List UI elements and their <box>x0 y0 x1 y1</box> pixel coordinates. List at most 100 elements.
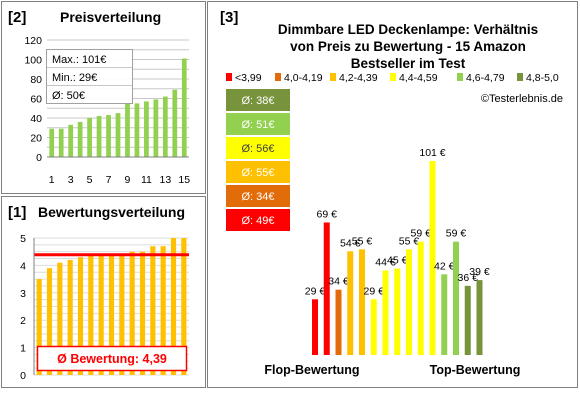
price-xtick-label: 1 <box>49 174 55 186</box>
main-bar-label: 55 € <box>352 235 373 247</box>
legend-swatch <box>275 73 281 81</box>
price-bar <box>96 116 102 157</box>
legend-label: 4,2-4,39 <box>339 72 378 84</box>
rating-bar <box>36 279 42 375</box>
main-bar <box>417 241 424 355</box>
main-panel-frame <box>207 1 578 388</box>
main-bar-label: 101 € <box>419 147 445 159</box>
price-stats-frame <box>46 49 133 104</box>
rating-bar <box>88 254 94 375</box>
group-avg-label: Ø: 51€ <box>241 119 274 131</box>
main-bar-label: 36 € <box>458 272 479 284</box>
rating-panel-title: Bewertungsverteilung <box>38 204 185 220</box>
legend-swatch <box>226 73 232 81</box>
rating-ytick-label: 3 <box>20 288 26 300</box>
price-ytick-label: 80 <box>30 74 42 86</box>
main-chart: 29 €69 €34 €54 €55 €29 €44 €45 €55 €59 €… <box>305 147 490 355</box>
group-averages: Ø: 38€ Ø: 51€ Ø: 56€ Ø: 55€ Ø: 34€ Ø: 49€ <box>226 89 290 231</box>
main-bar <box>464 285 471 355</box>
main-bar-label: 55 € <box>399 235 420 247</box>
group-avg-label: Ø: 55€ <box>241 167 274 179</box>
price-panel-frame <box>1 1 206 194</box>
rating-bar <box>150 246 156 375</box>
price-xtick-label: 5 <box>87 174 93 186</box>
rating-bar <box>77 257 84 375</box>
price-xtick-label: 15 <box>178 174 190 186</box>
main-title-line-2: von Preis zu Bewertung - 15 Amazon <box>290 39 526 54</box>
rating-bar <box>98 254 104 375</box>
price-xtick-label: 9 <box>125 174 131 186</box>
price-stats-box: Max.: 101€ Min.: 29€ Ø: 50€ <box>46 49 133 104</box>
main-bar-label: 29 € <box>305 285 326 297</box>
price-max: Max.: 101€ <box>52 54 106 66</box>
main-bar-label: 54 € <box>340 237 361 249</box>
price-xtick-label: 13 <box>159 174 171 186</box>
main-bar-label: 29 € <box>364 285 385 297</box>
legend-label: 4,0-4,19 <box>284 72 323 84</box>
price-avg: Ø: 50€ <box>52 90 85 102</box>
main-bar-label: 39 € <box>469 266 490 278</box>
price-bar <box>77 121 83 157</box>
main-title-line-1: Dimmbare LED Deckenlampe: Verhältnis <box>278 22 538 37</box>
main-bar <box>347 251 354 355</box>
group-avg-box <box>226 137 290 159</box>
main-panel-tag: [3] <box>220 9 238 26</box>
rating-bar <box>67 259 73 375</box>
group-avg-label: Ø: 34€ <box>241 191 274 203</box>
group-avg-box <box>226 185 290 207</box>
price-bar <box>106 115 111 157</box>
legend-swatch <box>390 73 396 81</box>
price-xtick-label: 11 <box>141 174 152 186</box>
main-bar <box>382 270 389 355</box>
price-bar <box>181 58 187 157</box>
main-title-line-3: Bestseller im Test <box>351 56 466 71</box>
group-avg-label: Ø: 56€ <box>241 143 274 155</box>
price-bar <box>87 118 92 157</box>
price-bar <box>68 124 74 157</box>
legend-swatch <box>517 73 523 81</box>
main-bar <box>441 274 448 355</box>
price-bar <box>115 113 121 157</box>
price-bar <box>172 89 178 157</box>
price-bar <box>134 103 140 157</box>
price-bar <box>58 128 64 157</box>
rating-ytick-label: 2 <box>20 315 26 327</box>
price-bar <box>49 128 55 157</box>
legend-label: 4,8-5,0 <box>526 72 559 84</box>
main-bar <box>323 222 330 355</box>
legend-swatch <box>330 73 336 81</box>
price-panel-title: Preisverteilung <box>60 9 161 25</box>
price-ytick-label: 100 <box>24 55 42 67</box>
main-bar-label: 42 € <box>434 260 455 272</box>
main-bar-label: 45 € <box>387 255 408 267</box>
rating-avg-box: Ø Bewertung: 4,39 <box>36 345 188 372</box>
main-bar-label: 69 € <box>317 208 338 220</box>
group-avg-box <box>226 89 290 111</box>
rating-bar <box>119 254 125 375</box>
main-bar <box>312 299 318 355</box>
price-xtick-label: 7 <box>106 174 112 186</box>
price-ytick-label: 120 <box>24 35 42 47</box>
main-bar <box>406 249 412 355</box>
copyright: ©Testerlebnis.de <box>481 93 563 105</box>
price-bar <box>153 99 159 157</box>
legend-label: 4,4-4,59 <box>399 72 438 84</box>
rating-bar <box>139 251 146 375</box>
legend-label: <3,99 <box>235 72 262 84</box>
price-ytick-label: 40 <box>30 113 42 125</box>
price-bar <box>162 96 168 157</box>
rating-bar <box>170 238 177 375</box>
group-avg-label: Ø: 38€ <box>241 95 274 107</box>
main-bar <box>359 249 365 355</box>
main-bar-label: 59 € <box>411 228 432 240</box>
rating-ytick-label: 1 <box>20 343 26 355</box>
group-avg-label: Ø: 49€ <box>241 215 274 227</box>
rating-bar <box>129 251 135 375</box>
main-bar <box>429 161 436 355</box>
main-bar <box>453 241 459 355</box>
main-bar <box>394 268 401 355</box>
rating-ytick-label: 4 <box>20 260 26 272</box>
main-bar-label: 59 € <box>446 228 467 240</box>
legend-swatch <box>457 73 463 81</box>
